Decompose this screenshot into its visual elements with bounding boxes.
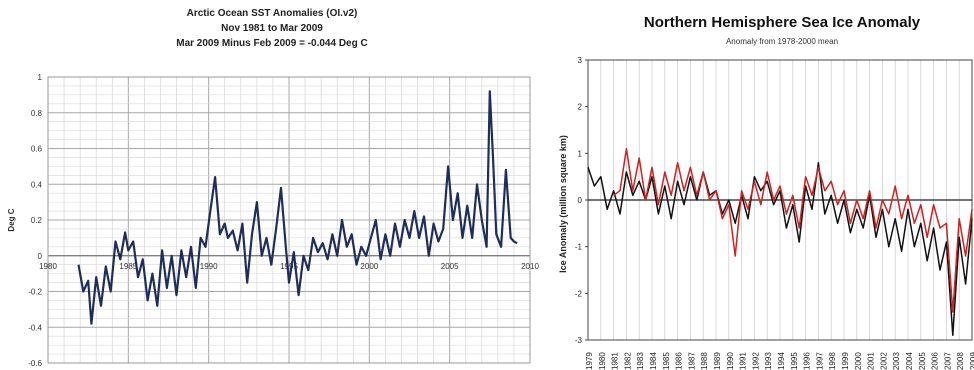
x-tick-label: 2009: [969, 352, 974, 370]
x-tick-label: 2001: [867, 352, 876, 370]
chart-subtitle-2: Mar 2009 Minus Feb 2009 = -0.044 Deg C: [176, 38, 367, 49]
x-tick-label: 1995: [280, 262, 298, 271]
y-axis-label: Deg C: [7, 208, 16, 231]
sea-ice-chart: Northern Hemisphere Sea Ice Anomaly Anom…: [558, 14, 974, 370]
x-tick-label: 1998: [828, 352, 837, 370]
y-tick-label: 0.4: [31, 180, 43, 189]
y-tick-label: 2: [578, 103, 583, 112]
x-tick-label: 1992: [751, 352, 760, 370]
x-tick-label: 1994: [777, 352, 786, 370]
x-tick-label: 1989: [713, 352, 722, 370]
x-tick-label: 1979: [585, 352, 594, 370]
x-tick-label: 2000: [854, 352, 863, 370]
x-tick-label: 1987: [687, 352, 696, 370]
x-tick-label: 1984: [649, 352, 658, 370]
series-lines: [587, 147, 973, 337]
y-tick-label: 3: [578, 56, 583, 65]
series-line: [587, 161, 973, 337]
series-line: [77, 90, 518, 325]
y-tick-label: 0.6: [31, 145, 43, 154]
x-tick-label: 1997: [815, 352, 824, 370]
x-tick-label: 1988: [700, 352, 709, 370]
y-tick-label: 0.2: [31, 216, 43, 225]
series-line: [613, 147, 973, 313]
axis-ticks: -0.6 -0.4 -0.2 0 0.2 0.4 0.6 0.8 1 1980 1985 1990 19…: [28, 73, 539, 368]
x-tick-label: 2008: [956, 352, 965, 370]
series-lines: [77, 90, 518, 325]
x-tick-label: 1990: [200, 262, 218, 271]
x-tick-label: 1980: [39, 262, 57, 271]
y-tick-label: -3: [575, 336, 583, 345]
x-tick-label: 2010: [521, 262, 539, 271]
x-tick-label: 1993: [764, 352, 773, 370]
x-tick-label: 1990: [726, 352, 735, 370]
plot-border: [47, 76, 531, 364]
y-tick-label: 0: [38, 252, 43, 261]
x-tick-label: 2007: [943, 352, 952, 370]
y-tick-label: 1: [578, 149, 583, 158]
x-tick-label: 1983: [636, 352, 645, 370]
x-tick-label: 2005: [441, 262, 459, 271]
y-tick-label: -0.2: [28, 288, 42, 297]
x-tick-label: 1981: [611, 352, 620, 370]
y-tick-label: -0.6: [28, 359, 42, 368]
x-tick-label: 2005: [918, 352, 927, 370]
x-tick-label: 2004: [905, 352, 914, 370]
y-tick-label: -2: [575, 289, 583, 298]
x-tick-label: 2002: [879, 352, 888, 370]
x-tick-label: 1980: [598, 352, 607, 370]
x-tick-label: 1996: [803, 352, 812, 370]
x-tick-label: 2003: [892, 352, 901, 370]
x-tick-label: 1985: [119, 262, 137, 271]
chart-title: Northern Hemisphere Sea Ice Anomaly: [644, 14, 921, 31]
y-tick-label: -1: [575, 243, 583, 252]
x-tick-label: 1986: [675, 352, 684, 370]
arctic-sst-chart: Arctic Ocean SST Anomalies (OI.v2) Nov 1…: [7, 8, 539, 368]
x-tick-label: 1999: [841, 352, 850, 370]
y-axis-label: Ice Anomaly (million square km): [558, 135, 568, 273]
plot-grid: [47, 76, 531, 364]
y-tick-label: -0.4: [28, 323, 42, 332]
x-tick-label: 2000: [360, 262, 378, 271]
x-tick-label: 1982: [623, 352, 632, 370]
x-tick-label: 1991: [739, 352, 748, 370]
y-tick-label: 0.8: [31, 109, 43, 118]
chart-title: Arctic Ocean SST Anomalies (OI.v2): [187, 8, 358, 19]
chart-subtitle: Nov 1981 to Mar 2009: [221, 23, 323, 34]
y-tick-label: 0: [578, 196, 583, 205]
chart-subtitle: Anomaly from 1978-2000 mean: [726, 37, 838, 46]
y-tick-label: 1: [38, 73, 43, 82]
x-tick-label: 2006: [931, 352, 940, 370]
x-tick-label: 1985: [662, 352, 671, 370]
x-tick-label: 1995: [790, 352, 799, 370]
